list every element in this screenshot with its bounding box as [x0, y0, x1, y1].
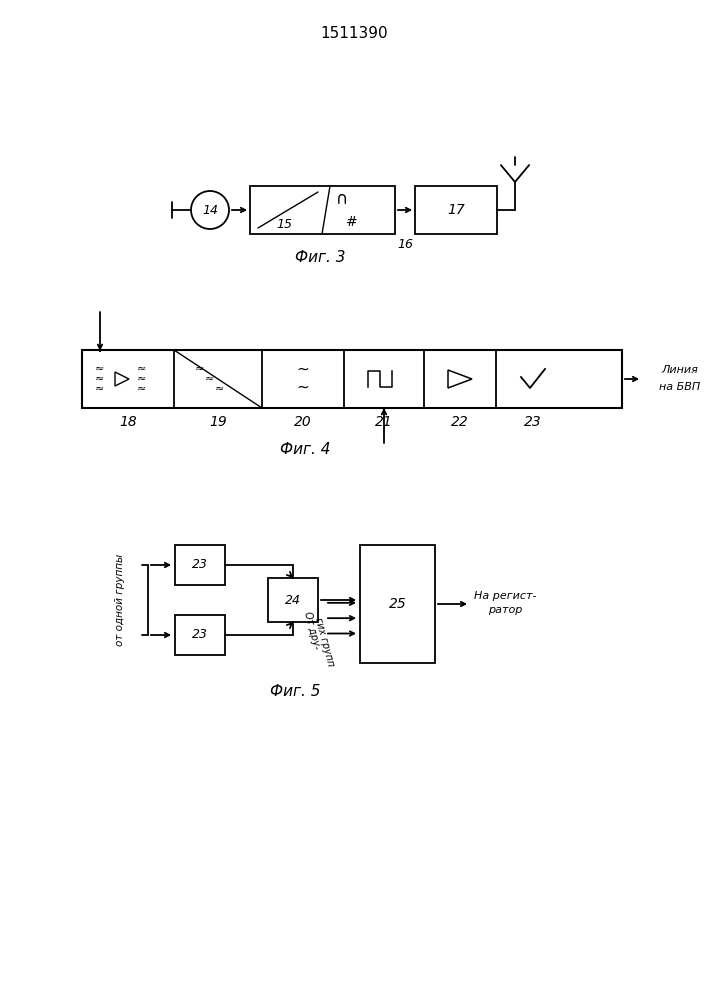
Text: ≈: ≈ [204, 374, 214, 384]
Bar [268, 578, 318, 622]
Text: на БВП: на БВП [660, 382, 701, 392]
Text: ≈: ≈ [137, 384, 146, 394]
Text: ≈: ≈ [137, 364, 146, 374]
Bar [415, 186, 497, 234]
Text: 24: 24 [285, 593, 301, 606]
Text: ∩: ∩ [336, 189, 348, 207]
Bar [360, 545, 435, 663]
Text: 23: 23 [524, 415, 542, 429]
Text: ≈: ≈ [194, 364, 204, 374]
Text: 23: 23 [192, 558, 208, 572]
Text: 20: 20 [294, 415, 312, 429]
Text: Фиг. 4: Фиг. 4 [280, 442, 330, 458]
Text: ратор: ратор [488, 605, 522, 615]
Bar [82, 350, 622, 408]
Text: Фиг. 3: Фиг. 3 [295, 250, 345, 265]
Text: 23: 23 [192, 629, 208, 642]
Text: #: # [346, 215, 358, 229]
Text: 15: 15 [276, 219, 292, 232]
Text: От дру-: От дру- [302, 610, 322, 650]
Text: 18: 18 [119, 415, 137, 429]
Text: ≈: ≈ [95, 364, 105, 374]
Text: 1511390: 1511390 [320, 26, 388, 41]
Text: 22: 22 [451, 415, 469, 429]
Text: Фиг. 5: Фиг. 5 [270, 684, 320, 698]
Text: На регист-: На регист- [474, 591, 536, 601]
Text: ≈: ≈ [137, 374, 146, 384]
Text: 17: 17 [447, 203, 465, 217]
Text: 16: 16 [397, 237, 413, 250]
Text: от одной группы: от одной группы [115, 554, 125, 646]
Bar [175, 615, 225, 655]
Text: ≈: ≈ [95, 384, 105, 394]
Bar [250, 186, 395, 234]
Text: Линия: Линия [662, 365, 699, 375]
Text: 21: 21 [375, 415, 393, 429]
Text: ~: ~ [297, 379, 310, 394]
Text: 19: 19 [209, 415, 227, 429]
Text: ≈: ≈ [95, 374, 105, 384]
Text: ≈: ≈ [214, 384, 223, 394]
Text: гих групп: гих групп [312, 616, 335, 667]
Text: ~: ~ [297, 361, 310, 376]
Bar [175, 545, 225, 585]
Text: 25: 25 [389, 597, 407, 611]
Text: 14: 14 [202, 204, 218, 217]
